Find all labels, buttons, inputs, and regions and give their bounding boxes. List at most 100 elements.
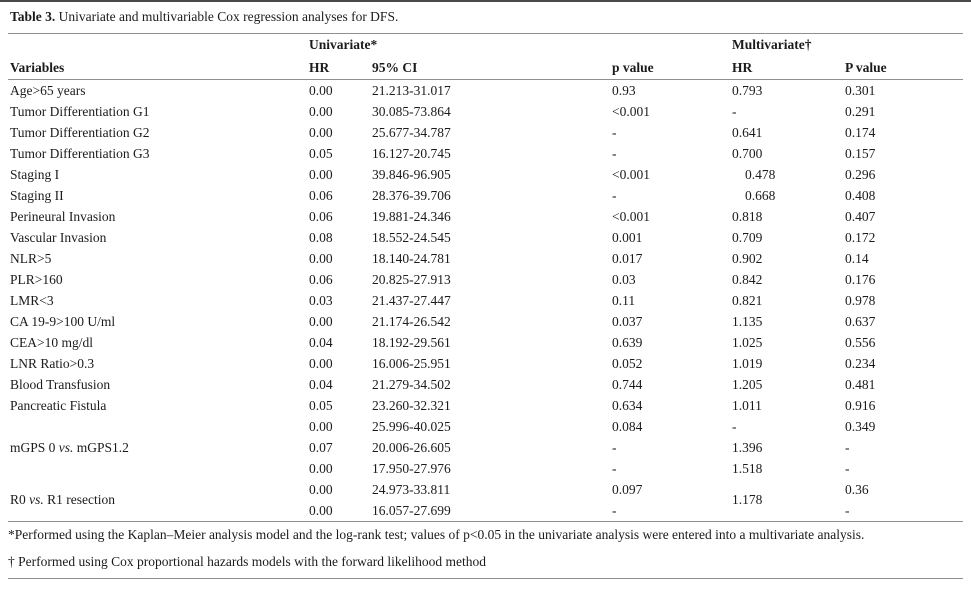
cell-p-value: - — [612, 502, 617, 518]
cell-uni-hr: 0.00 — [309, 418, 333, 434]
cell-P-value: 0.408 — [845, 187, 876, 203]
cell-p-value: 0.017 — [612, 250, 643, 266]
cell-multi-hr: 0.902 — [732, 250, 763, 266]
cell-P-value: 0.157 — [845, 145, 876, 161]
cell-p-value: 0.084 — [612, 418, 643, 434]
cell-p-value: 0.03 — [612, 271, 636, 287]
cell-P-value: 0.176 — [845, 271, 876, 287]
cell-ci: 30.085-73.864 — [372, 103, 451, 119]
cell-p-value: - — [612, 460, 617, 476]
footnote-univariate: *Performed using the Kaplan–Meier analys… — [8, 527, 865, 542]
group-header-row: Univariate* Multivariate† — [8, 34, 963, 57]
cell-P-value: - — [845, 502, 850, 518]
cell-ci: 20.006-26.605 — [372, 439, 451, 455]
cell-multi-hr: 0.641 — [732, 124, 763, 140]
table-row: Age>65 years 0.00 21.213-31.017 0.93 0.7… — [8, 80, 963, 102]
cell-uni-hr: 0.06 — [309, 271, 333, 287]
cell-variable: Blood Transfusion — [10, 376, 111, 392]
table-footnotes: *Performed using the Kaplan–Meier analys… — [8, 522, 963, 579]
table-row: mGPS 0 vs. mGPS1.2 0.07 20.006-26.605 - … — [8, 437, 963, 458]
cell-ci: 23.260-32.321 — [372, 397, 451, 413]
cell-uni-hr: 0.05 — [309, 145, 333, 161]
cell-P-value: 0.481 — [845, 376, 876, 392]
cell-multi-hr: 1.518 — [732, 460, 763, 476]
cell-P-value: 0.301 — [845, 82, 876, 98]
table-row: Staging II 0.06 28.376-39.706 - 0.668 0.… — [8, 185, 963, 206]
col-header-p-value: p value — [610, 56, 731, 80]
cell-multi-hr: - — [732, 418, 737, 434]
cell-ci: 21.174-26.542 — [372, 313, 451, 329]
cell-multi-hr: 1.178 — [732, 492, 763, 507]
cell-multi-hr: 0.842 — [732, 271, 763, 287]
cell-p-value: <0.001 — [612, 103, 650, 119]
cell-ci: 24.973-33.811 — [372, 481, 451, 497]
cell-p-value: 0.744 — [612, 376, 643, 392]
cell-variable: CEA>10 mg/dl — [10, 334, 93, 350]
cell-variable: Staging II — [10, 187, 64, 203]
table-row: LMR<3 0.03 21.437-27.447 0.11 0.821 0.97… — [8, 290, 963, 311]
cell-variable: LMR<3 — [10, 292, 54, 308]
cell-P-value: 0.407 — [845, 208, 876, 224]
cell-variable: Age>65 years — [10, 82, 86, 98]
table-row: LNR Ratio>0.3 0.00 16.006-25.951 0.052 1… — [8, 353, 963, 374]
cell-p-value: - — [612, 124, 617, 140]
table-row: CA 19-9>100 U/ml 0.00 21.174-26.542 0.03… — [8, 311, 963, 332]
cell-uni-hr: 0.00 — [309, 313, 333, 329]
cell-ci: 20.825-27.913 — [372, 271, 451, 287]
cell-multi-hr: 0.668 — [745, 187, 776, 203]
table-row: Tumor Differentiation G2 0.00 25.677-34.… — [8, 122, 963, 143]
cell-p-value: 0.11 — [612, 292, 636, 308]
cell-p-value: 0.639 — [612, 334, 643, 350]
cell-p-value: 0.634 — [612, 397, 643, 413]
footnote-multivariate: † Performed using Cox proportional hazar… — [8, 553, 487, 569]
cell-variable: LNR Ratio>0.3 — [10, 355, 95, 371]
cell-variable: Tumor Differentiation G1 — [10, 103, 150, 119]
cell-ci: 17.950-27.976 — [372, 460, 451, 476]
cell-ci: 25.996-40.025 — [372, 418, 451, 434]
cell-ci: 18.192-29.561 — [372, 334, 451, 350]
cell-variable: NLR>5 — [10, 250, 52, 266]
cell-multi-hr: 1.025 — [732, 334, 763, 350]
table-row: Perineural Invasion 0.06 19.881-24.346 <… — [8, 206, 963, 227]
cell-variable: CA 19-9>100 U/ml — [10, 313, 116, 329]
table-row: Vascular Invasion 0.08 18.552-24.545 0.0… — [8, 227, 963, 248]
cell-variable: Pancreatic Fistula — [10, 397, 107, 413]
cell-variable: R0 vs. R1 resection — [10, 492, 115, 507]
cell-variable: PLR>160 — [10, 271, 63, 287]
cell-multi-hr: 0.818 — [732, 208, 763, 224]
cell-p-value: 0.037 — [612, 313, 643, 329]
cell-multi-hr: 0.709 — [732, 229, 763, 245]
cell-uni-hr: 0.00 — [309, 124, 333, 140]
table-title: Table 3. Univariate and multivariable Co… — [0, 2, 971, 33]
cell-p-value: - — [612, 187, 617, 203]
cell-ci: 16.057-27.699 — [372, 502, 451, 518]
cell-multi-hr: 0.821 — [732, 292, 763, 308]
cell-p-value: - — [612, 145, 617, 161]
cell-uni-hr: 0.00 — [309, 502, 333, 518]
cell-uni-hr: 0.03 — [309, 292, 333, 308]
cell-P-value: 0.172 — [845, 229, 876, 245]
cell-multi-hr: 0.700 — [732, 145, 763, 161]
col-header-uni-hr: HR — [307, 56, 370, 80]
table-row: 0.00 25.996-40.025 0.084 - 0.349 — [8, 416, 963, 437]
table-row: Tumor Differentiation G1 0.00 30.085-73.… — [8, 101, 963, 122]
cell-P-value: 0.291 — [845, 103, 876, 119]
table-row: Staging I 0.00 39.846-96.905 <0.001 0.47… — [8, 164, 963, 185]
cell-ci: 19.881-24.346 — [372, 208, 451, 224]
cell-uni-hr: 0.00 — [309, 82, 333, 98]
cell-multi-hr: 1.205 — [732, 376, 763, 392]
col-header-ci: 95% CI — [370, 56, 610, 80]
cell-multi-hr: 1.135 — [732, 313, 763, 329]
cell-p-value: <0.001 — [612, 166, 650, 182]
cell-P-value: 0.349 — [845, 418, 876, 434]
cell-multi-hr: 1.019 — [732, 355, 763, 371]
cell-uni-hr: 0.08 — [309, 229, 333, 245]
cell-multi-hr: 0.478 — [745, 166, 776, 182]
cell-p-value: 0.93 — [612, 82, 636, 98]
cell-P-value: 0.978 — [845, 292, 876, 308]
cell-ci: 21.213-31.017 — [372, 82, 451, 98]
cell-variable — [8, 458, 307, 479]
cell-uni-hr: 0.00 — [309, 166, 333, 182]
cell-ci: 16.127-20.745 — [372, 145, 451, 161]
col-header-P-value: P value — [843, 56, 964, 80]
